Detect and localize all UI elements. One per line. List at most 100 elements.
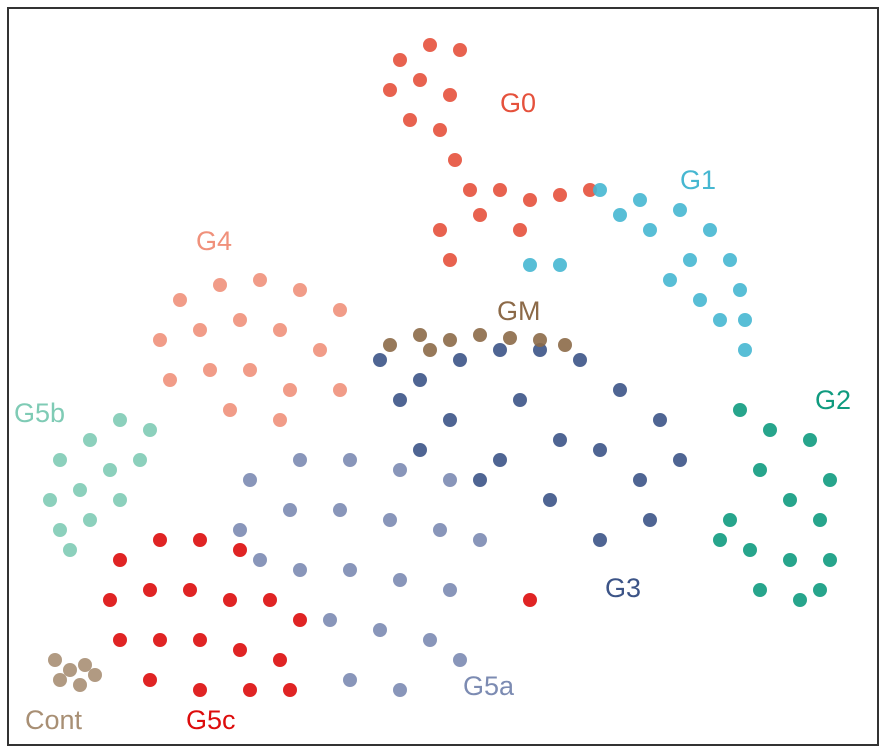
- point: [393, 53, 407, 67]
- point: [783, 553, 797, 567]
- point: [103, 593, 117, 607]
- point: [633, 473, 647, 487]
- point: [533, 343, 547, 357]
- point: [323, 613, 337, 627]
- point: [83, 513, 97, 527]
- point: [443, 473, 457, 487]
- point: [783, 493, 797, 507]
- point: [333, 383, 347, 397]
- point: [233, 313, 247, 327]
- point: [643, 513, 657, 527]
- point: [733, 403, 747, 417]
- point: [293, 453, 307, 467]
- point: [163, 373, 177, 387]
- point: [523, 258, 537, 272]
- point: [533, 333, 547, 347]
- point: [713, 313, 727, 327]
- point: [283, 503, 297, 517]
- point: [153, 533, 167, 547]
- point: [383, 513, 397, 527]
- point: [723, 513, 737, 527]
- cluster-label: G1: [680, 165, 716, 195]
- point: [393, 463, 407, 477]
- cluster-label: Cont: [25, 705, 83, 735]
- point: [793, 593, 807, 607]
- point: [813, 583, 827, 597]
- point: [88, 668, 102, 682]
- point: [673, 453, 687, 467]
- point: [703, 223, 717, 237]
- point: [73, 483, 87, 497]
- point: [473, 533, 487, 547]
- point: [223, 403, 237, 417]
- point: [293, 613, 307, 627]
- point: [673, 203, 687, 217]
- point: [553, 188, 567, 202]
- point: [273, 413, 287, 427]
- cluster-label: G5a: [463, 671, 515, 701]
- point: [593, 533, 607, 547]
- point: [803, 433, 817, 447]
- point: [593, 443, 607, 457]
- point: [683, 253, 697, 267]
- point: [83, 433, 97, 447]
- point: [193, 533, 207, 547]
- point: [513, 223, 527, 237]
- point: [173, 293, 187, 307]
- point: [283, 683, 297, 697]
- cluster-label: G5b: [14, 398, 65, 428]
- point: [493, 343, 507, 357]
- point: [693, 293, 707, 307]
- point: [73, 678, 87, 692]
- point: [48, 653, 62, 667]
- point: [273, 653, 287, 667]
- point: [313, 343, 327, 357]
- point: [753, 583, 767, 597]
- point: [753, 463, 767, 477]
- point: [78, 658, 92, 672]
- point: [373, 353, 387, 367]
- point: [573, 353, 587, 367]
- point: [823, 473, 837, 487]
- point: [263, 593, 277, 607]
- point: [153, 333, 167, 347]
- point: [273, 323, 287, 337]
- point: [443, 583, 457, 597]
- point: [713, 533, 727, 547]
- point: [823, 553, 837, 567]
- point: [113, 553, 127, 567]
- point: [53, 453, 67, 467]
- point: [243, 473, 257, 487]
- point: [283, 383, 297, 397]
- point: [493, 183, 507, 197]
- point: [553, 433, 567, 447]
- point: [63, 663, 77, 677]
- point: [233, 643, 247, 657]
- point: [443, 333, 457, 347]
- point: [613, 208, 627, 222]
- point: [203, 363, 217, 377]
- cluster-label: G3: [605, 573, 641, 603]
- point: [448, 153, 462, 167]
- point: [253, 553, 267, 567]
- point: [153, 633, 167, 647]
- cluster-label: G2: [815, 385, 851, 415]
- point: [593, 183, 607, 197]
- point: [133, 453, 147, 467]
- point: [253, 273, 267, 287]
- point: [393, 573, 407, 587]
- point: [243, 363, 257, 377]
- point: [193, 633, 207, 647]
- point: [333, 503, 347, 517]
- point: [443, 253, 457, 267]
- point: [223, 593, 237, 607]
- point: [143, 423, 157, 437]
- point: [473, 328, 487, 342]
- cluster-label: G5c: [186, 705, 236, 735]
- point: [433, 523, 447, 537]
- point: [293, 283, 307, 297]
- point: [43, 493, 57, 507]
- point: [233, 523, 247, 537]
- point: [558, 338, 572, 352]
